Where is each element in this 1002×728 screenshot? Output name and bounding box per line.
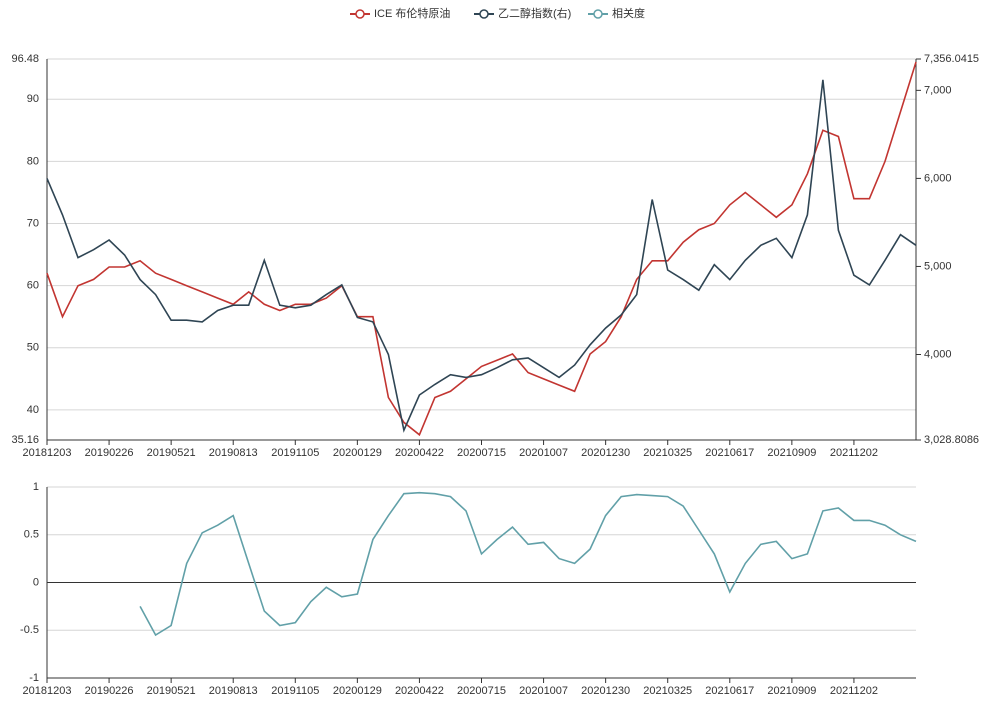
y-tick-label: 80 bbox=[27, 155, 39, 167]
x-tick-label: 20190521 bbox=[147, 685, 196, 697]
x-tick-label: 20200715 bbox=[457, 685, 506, 697]
x-tick-label: 20191105 bbox=[271, 447, 319, 459]
x-tick-label: 20210909 bbox=[767, 685, 816, 697]
y2-tick-label: 6,000 bbox=[924, 172, 952, 184]
x-tick-label: 20190226 bbox=[85, 685, 134, 697]
x-tick-label: 20200129 bbox=[333, 685, 382, 697]
y2-tick-label: 7,356.0415 bbox=[924, 53, 979, 65]
y-tick-label: -0.5 bbox=[20, 624, 39, 636]
series-line bbox=[46, 79, 917, 433]
x-tick-label: 20190813 bbox=[209, 447, 258, 459]
x-tick-label: 20200422 bbox=[395, 685, 444, 697]
y-tick-label: 40 bbox=[27, 404, 39, 416]
x-tick-label: 20210325 bbox=[643, 685, 692, 697]
y2-tick-label: 4,000 bbox=[924, 348, 952, 360]
x-tick-label: 20200129 bbox=[333, 447, 382, 459]
legend-label[interactable]: ICE 布伦特原油 bbox=[374, 6, 450, 20]
x-tick-label: 20210325 bbox=[643, 447, 692, 459]
y2-tick-label: 7,000 bbox=[924, 84, 952, 96]
y-tick-label: 0.5 bbox=[24, 529, 39, 541]
legend-symbol bbox=[355, 9, 365, 19]
y2-tick-label: 3,028.8086 bbox=[924, 434, 979, 446]
y-tick-label: 90 bbox=[27, 93, 39, 105]
legend-symbol bbox=[479, 9, 489, 19]
x-tick-label: 20201230 bbox=[581, 685, 630, 697]
x-tick-label: 20211202 bbox=[830, 685, 878, 697]
y2-tick-label: 5,000 bbox=[924, 260, 952, 272]
x-tick-label: 20200422 bbox=[395, 447, 444, 459]
x-tick-label: 20191105 bbox=[271, 685, 319, 697]
x-tick-label: 20201007 bbox=[519, 685, 568, 697]
x-tick-label: 20190813 bbox=[209, 685, 258, 697]
x-tick-label: 20181203 bbox=[23, 685, 72, 697]
x-tick-label: 20181203 bbox=[23, 447, 72, 459]
y-tick-label: 50 bbox=[27, 342, 39, 354]
legend-label[interactable]: 相关度 bbox=[612, 6, 645, 20]
x-tick-label: 20210909 bbox=[767, 447, 816, 459]
x-tick-label: 20200715 bbox=[457, 447, 506, 459]
series-line bbox=[139, 491, 917, 637]
y-tick-label: 1 bbox=[33, 481, 39, 493]
x-tick-label: 20210617 bbox=[705, 447, 754, 459]
x-tick-label: 20210617 bbox=[705, 685, 754, 697]
y-tick-label: -1 bbox=[29, 672, 39, 684]
x-tick-label: 20201230 bbox=[581, 447, 630, 459]
y-tick-label: 60 bbox=[27, 280, 39, 292]
x-tick-label: 20190226 bbox=[85, 447, 134, 459]
x-tick-label: 20201007 bbox=[519, 447, 568, 459]
legend-symbol bbox=[593, 9, 603, 19]
x-tick-label: 20211202 bbox=[830, 447, 878, 459]
y-tick-label: 96.48 bbox=[11, 53, 39, 65]
y-tick-label: 35.16 bbox=[11, 434, 39, 446]
legend-label[interactable]: 乙二醇指数(右) bbox=[498, 6, 571, 20]
y-tick-label: 0 bbox=[33, 576, 39, 588]
series-line bbox=[46, 61, 917, 437]
y-tick-label: 70 bbox=[27, 217, 39, 229]
x-tick-label: 20190521 bbox=[147, 447, 196, 459]
